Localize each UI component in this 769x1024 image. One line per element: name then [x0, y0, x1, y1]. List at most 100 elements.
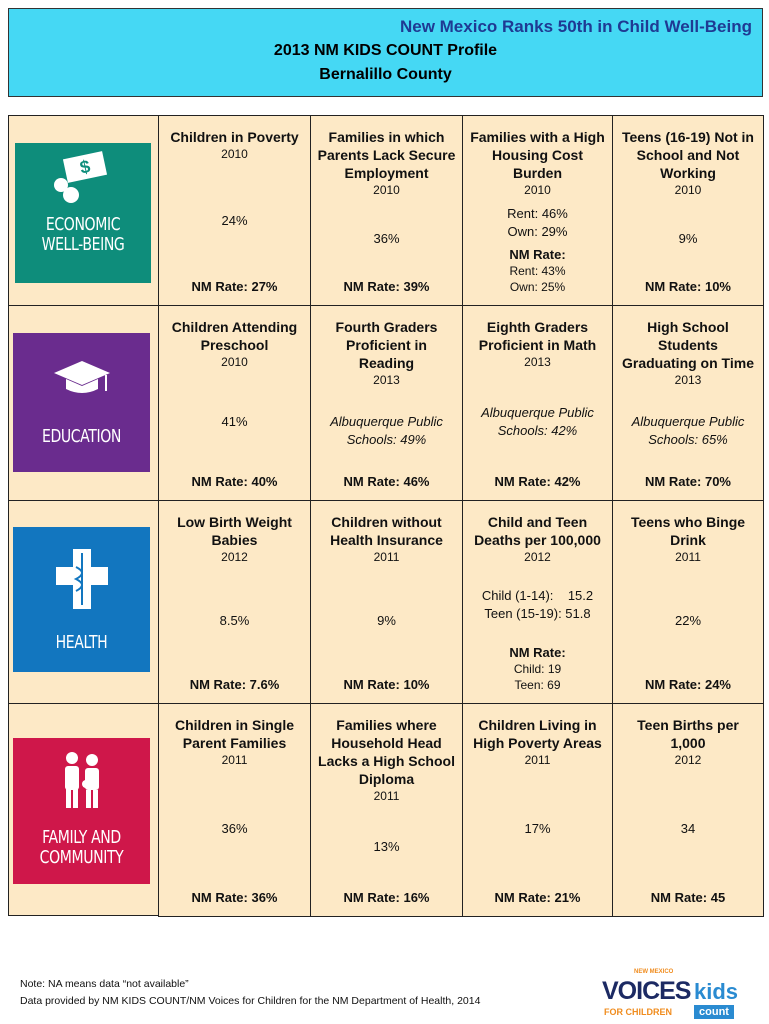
- indicator-value: 22%: [674, 613, 702, 628]
- indicator-value: 13%: [373, 839, 400, 854]
- district-value: Albuquerque Public Schools: 49%: [330, 414, 443, 447]
- note: Data provided by NM KIDS COUNT/NM Voices…: [20, 995, 481, 1007]
- nm-rate: NM Rate: 21%: [494, 890, 581, 905]
- indicator-cell: Children Attending Preschool 2010 41% NM Ra…: [158, 305, 311, 501]
- indicator-year: 2010: [221, 355, 248, 369]
- indicator-title: Eighth Graders Proficient in Math: [478, 319, 597, 353]
- indicator-value: Teen (15-19): 51.8: [484, 606, 591, 621]
- indicator-cell: High School Students Graduating on Time 2…: [612, 305, 764, 501]
- indicator-year: 2011: [221, 753, 248, 767]
- nm-rate-detail: Child: 19: [513, 662, 562, 676]
- indicator-title: Families where Household Head Lacks a Hi…: [318, 717, 455, 787]
- indicator-value: 36%: [221, 821, 248, 836]
- nm-rate: NM Rate: 36%: [191, 890, 278, 905]
- indicator-cell: Low Birth Weight Babies 2012 8.5% NM Rate: …: [158, 500, 311, 704]
- logo-count: count: [694, 1005, 734, 1019]
- indicator-cell: Teen Births per 1,000 2012 34 NM Rate: 45: [612, 703, 764, 917]
- logo: NEW MEXICO VOICES kids FOR CHILDREN coun…: [600, 965, 740, 1021]
- note: Note: NA means data “not available”: [20, 978, 189, 990]
- indicator-title: Low Birth Weight Babies: [177, 514, 292, 548]
- indicator-title: Children without Health Insurance: [330, 514, 443, 548]
- indicator-year: 2013: [674, 373, 702, 387]
- indicator-cell: Children in Single Parent Families 2011 36…: [158, 703, 311, 917]
- domain-label: COMMUNITY: [39, 847, 124, 868]
- domain-label: ECONOMIC: [45, 214, 121, 235]
- indicator-title: Teens (16-19) Not in School and Not Work…: [622, 129, 754, 181]
- logo-kids: kids: [694, 979, 739, 1004]
- indicator-cell: Children in Poverty 2010 24% NM Rate: 27%: [158, 115, 311, 306]
- logo-region: NEW MEXICO: [634, 969, 674, 975]
- indicator-title: Child and Teen Deaths per 100,000: [474, 514, 601, 548]
- nm-rate: NM Rate: 42%: [494, 474, 581, 489]
- indicator-cell: Children without Health Insurance 2011 9% N…: [310, 500, 463, 704]
- indicator-value: Child (1-14): 15.2: [481, 588, 594, 603]
- indicator-cell: Families in which Parents Lack Secure Em…: [310, 115, 463, 306]
- indicator-year: 2010: [524, 183, 551, 197]
- indicator-value: 24%: [221, 212, 248, 228]
- indicator-year: 2011: [675, 550, 701, 564]
- indicator-cell: Teens who Binge Drink 2011 22% NM Rate: 24%: [612, 500, 764, 704]
- education-icon: EDUCATION: [13, 333, 150, 472]
- nm-rate: NM Rate: 24%: [645, 677, 731, 692]
- indicator-value: 9%: [377, 613, 396, 628]
- header: New Mexico Ranks 50th in Child Well-Bein…: [8, 8, 763, 97]
- money-icon: $: [54, 151, 108, 203]
- profile-table: $ ECONOMIC WELL-BEING EDUCATION HEALTH F…: [8, 115, 764, 917]
- nm-rate: NM Rate:: [509, 247, 566, 262]
- county: Bernalillo County: [319, 66, 452, 83]
- indicator-year: 2012: [524, 550, 551, 564]
- indicator-title: Fourth Graders Proficient in Reading: [335, 319, 438, 371]
- domain-label: HEALTH: [55, 632, 108, 653]
- indicator-title: Children in Single Parent Families: [174, 717, 294, 751]
- indicator-title: Children in Poverty: [170, 129, 299, 145]
- indicator-value: Rent: 46%: [507, 205, 568, 221]
- domain-label: EDUCATION: [41, 426, 122, 447]
- title: 2013 NM KIDS COUNT Profile: [273, 42, 498, 59]
- nm-rate-detail: Rent: 43%: [509, 264, 566, 278]
- cross-icon: [55, 549, 108, 609]
- nm-rate: NM Rate: 10%: [343, 677, 430, 692]
- indicator-cell: Families where Household Head Lacks a Hi…: [310, 703, 463, 917]
- nm-rate: NM Rate: 10%: [645, 279, 731, 294]
- indicator-year: 2010: [221, 147, 248, 161]
- nm-rate: NM Rate: 7.6%: [189, 677, 280, 692]
- indicator-cell: Child and Teen Deaths per 100,000 2012 Chi…: [462, 500, 613, 704]
- district-value: Albuquerque Public Schools: 42%: [481, 405, 594, 438]
- indicator-title: Families with a High Housing Cost Burden: [470, 129, 605, 181]
- people-icon: [64, 752, 99, 808]
- nm-rate: NM Rate:: [509, 645, 566, 660]
- indicator-value: 36%: [373, 230, 400, 246]
- indicator-value: Own: 29%: [507, 223, 568, 239]
- district-value: Albuquerque Public Schools: 65%: [631, 414, 745, 447]
- economic-icon: $ ECONOMIC WELL-BEING: [15, 143, 151, 283]
- nm-rate: NM Rate: 70%: [645, 474, 731, 489]
- indicator-cell: Children Living in High Poverty Areas 201…: [462, 703, 613, 917]
- indicator-year: 2010: [373, 183, 400, 197]
- domain-label: WELL-BEING: [41, 234, 125, 255]
- nm-rate: NM Rate: 27%: [191, 279, 278, 294]
- nm-rate: NM Rate: 39%: [343, 279, 430, 294]
- indicator-value: 8.5%: [219, 613, 250, 628]
- indicator-title: Children Living in High Poverty Areas: [473, 717, 602, 751]
- indicator-title: Families in which Parents Lack Secure Em…: [317, 129, 456, 181]
- indicator-year: 2011: [373, 789, 400, 803]
- domain-label: FAMILY AND: [42, 827, 121, 848]
- indicator-title: High School Students Graduating on Time: [622, 319, 754, 371]
- indicator-year: 2012: [221, 550, 248, 564]
- family-icon: FAMILY AND COMMUNITY: [13, 738, 150, 884]
- indicator-value: 9%: [678, 230, 698, 246]
- indicator-year: 2011: [524, 753, 551, 767]
- nm-rate-detail: Own: 25%: [509, 280, 566, 294]
- indicator-cell: Eighth Graders Proficient in Math 2013 Alb…: [462, 305, 613, 501]
- indicator-year: 2010: [674, 183, 702, 197]
- health-icon: HEALTH: [13, 527, 150, 672]
- indicator-title: Teen Births per 1,000: [637, 717, 739, 751]
- nm-rate: NM Rate: 40%: [191, 474, 278, 489]
- indicator-year: 2011: [373, 550, 400, 564]
- indicator-cell: Families with a High Housing Cost Burden…: [462, 115, 613, 306]
- svg-text:$: $: [78, 156, 92, 178]
- indicator-year: 2012: [674, 753, 702, 767]
- indicator-year: 2013: [373, 373, 400, 387]
- nm-rate-detail: Teen: 69: [514, 678, 561, 692]
